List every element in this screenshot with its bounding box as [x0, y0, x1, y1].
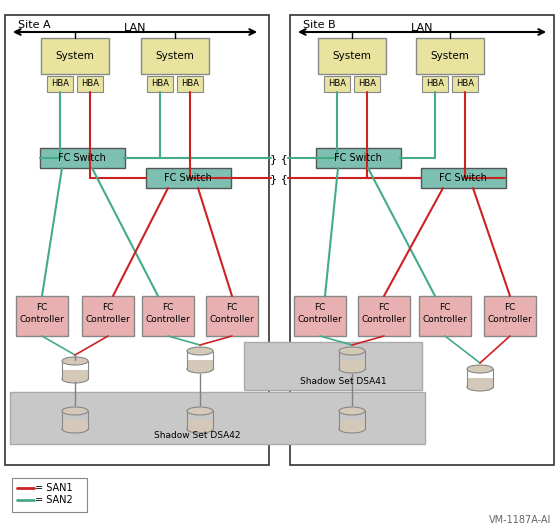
Text: Controller: Controller: [20, 316, 64, 325]
Ellipse shape: [62, 425, 88, 433]
Text: Shadow Set DSA41: Shadow Set DSA41: [300, 378, 386, 386]
Text: Shadow Set DSA42: Shadow Set DSA42: [154, 431, 240, 440]
Bar: [324, 76, 350, 92]
Bar: [142, 296, 194, 336]
Text: FC Switch: FC Switch: [334, 153, 382, 163]
Bar: [290, 15, 554, 465]
Text: Controller: Controller: [86, 316, 130, 325]
Ellipse shape: [467, 365, 493, 373]
Text: FC: FC: [102, 304, 113, 313]
Text: System: System: [155, 51, 195, 61]
Bar: [12, 478, 87, 512]
Text: Controller: Controller: [487, 316, 532, 325]
Bar: [77, 76, 103, 92]
Text: FC: FC: [378, 304, 390, 313]
Ellipse shape: [339, 425, 365, 433]
Ellipse shape: [467, 383, 493, 391]
Ellipse shape: [62, 375, 88, 383]
Ellipse shape: [339, 347, 365, 355]
Text: System: System: [55, 51, 94, 61]
Text: FC: FC: [226, 304, 238, 313]
Bar: [467, 378, 493, 387]
Text: Site A: Site A: [18, 20, 51, 30]
Bar: [62, 420, 88, 429]
Text: LAN: LAN: [411, 23, 433, 33]
Text: FC: FC: [162, 304, 174, 313]
Bar: [177, 76, 203, 92]
Text: HBA: HBA: [456, 80, 474, 89]
Bar: [10, 392, 425, 444]
Ellipse shape: [62, 357, 88, 365]
Text: HBA: HBA: [426, 80, 444, 89]
Text: } {: } {: [270, 174, 288, 184]
Bar: [47, 76, 73, 92]
Text: HBA: HBA: [328, 80, 346, 89]
Bar: [62, 370, 88, 379]
Text: LAN: LAN: [124, 23, 146, 33]
Bar: [339, 420, 365, 429]
Text: FC: FC: [439, 304, 451, 313]
Bar: [419, 296, 471, 336]
Bar: [358, 296, 410, 336]
Ellipse shape: [339, 365, 365, 373]
Bar: [5, 15, 269, 465]
Text: = SAN1: = SAN1: [35, 483, 73, 493]
Bar: [422, 76, 448, 92]
Text: VM-1187A-AI: VM-1187A-AI: [489, 515, 551, 525]
Ellipse shape: [62, 407, 88, 415]
Text: } {: } {: [270, 154, 288, 164]
Bar: [484, 296, 536, 336]
Bar: [421, 168, 506, 188]
Text: FC Switch: FC Switch: [164, 173, 212, 183]
Bar: [206, 296, 258, 336]
Bar: [339, 360, 365, 369]
Text: Controller: Controller: [297, 316, 342, 325]
Bar: [416, 38, 484, 74]
Bar: [244, 342, 422, 390]
Text: System: System: [430, 51, 470, 61]
Bar: [187, 360, 213, 369]
Text: Controller: Controller: [146, 316, 191, 325]
Ellipse shape: [187, 407, 213, 415]
Bar: [354, 76, 380, 92]
Bar: [41, 38, 109, 74]
Bar: [452, 76, 478, 92]
Bar: [40, 148, 125, 168]
Text: Controller: Controller: [210, 316, 254, 325]
Text: HBA: HBA: [51, 80, 69, 89]
Text: HBA: HBA: [151, 80, 169, 89]
Ellipse shape: [187, 365, 213, 373]
Text: FC: FC: [504, 304, 516, 313]
Text: Controller: Controller: [362, 316, 406, 325]
Text: FC: FC: [36, 304, 48, 313]
Bar: [146, 168, 231, 188]
Text: = SAN2: = SAN2: [35, 495, 73, 505]
Text: HBA: HBA: [181, 80, 199, 89]
Text: FC: FC: [314, 304, 326, 313]
Text: HBA: HBA: [358, 80, 376, 89]
Bar: [16, 296, 68, 336]
Text: Site B: Site B: [303, 20, 335, 30]
Ellipse shape: [187, 425, 213, 433]
Bar: [318, 38, 386, 74]
Bar: [141, 38, 209, 74]
Text: Controller: Controller: [423, 316, 467, 325]
Text: System: System: [333, 51, 371, 61]
Ellipse shape: [187, 347, 213, 355]
Text: FC Switch: FC Switch: [58, 153, 106, 163]
Bar: [294, 296, 346, 336]
Text: FC Switch: FC Switch: [439, 173, 487, 183]
Text: HBA: HBA: [81, 80, 99, 89]
Bar: [147, 76, 173, 92]
Bar: [316, 148, 401, 168]
Bar: [82, 296, 134, 336]
Ellipse shape: [339, 407, 365, 415]
Bar: [187, 420, 213, 429]
